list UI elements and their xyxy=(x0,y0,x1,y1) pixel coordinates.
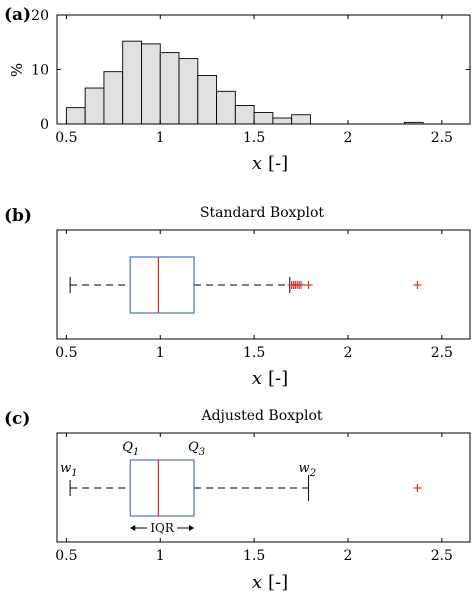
q1-label: Q1 xyxy=(122,440,139,458)
x-axis-unit-a: [-] xyxy=(268,153,288,174)
x-axis-unit-c: [-] xyxy=(268,572,288,593)
x-tick-label: 0.5 xyxy=(55,345,77,361)
standard-boxplot-panel: (b) Standard Boxplot 0.5 1 1.5 2 2.5 x [-] xyxy=(4,205,471,389)
x-ticks-c: 0.5 1 1.5 2 2.5 xyxy=(55,433,453,564)
histogram-bars xyxy=(65,40,424,125)
iqr-box xyxy=(129,459,195,517)
x-tick-label: 1.5 xyxy=(243,130,265,146)
histogram-panel: (a) % 0 10 20 0.5 1 1.5 2 2.5 x [-] xyxy=(4,5,471,174)
iqr-box xyxy=(129,256,195,314)
x-tick-label: 1 xyxy=(156,130,165,146)
histogram-bar xyxy=(65,107,86,125)
iqr-arrowhead-right xyxy=(189,525,195,531)
x-axis-label-c: x xyxy=(252,572,262,593)
y-tick-label: 0 xyxy=(40,117,49,133)
x-axis-label-b: x xyxy=(252,368,262,389)
x-tick-label: 1 xyxy=(156,548,165,564)
outlier-marker xyxy=(304,281,313,289)
x-tick-label: 1.5 xyxy=(243,345,265,361)
outlier-marker xyxy=(413,281,422,289)
iqr-arrowhead-left xyxy=(130,525,136,531)
y-axis-label: % xyxy=(8,63,26,77)
q3-label: Q3 xyxy=(188,440,205,458)
histogram-bar xyxy=(159,52,180,125)
y-tick-label: 20 xyxy=(31,8,49,24)
histogram-bar xyxy=(272,117,293,125)
boxplot-b xyxy=(69,256,422,314)
panel-title-c: Adjusted Boxplot xyxy=(200,408,322,424)
histogram-bar xyxy=(103,71,124,125)
panel-label-b: (b) xyxy=(4,206,32,226)
x-tick-label: 0.5 xyxy=(55,548,77,564)
x-tick-label: 2.5 xyxy=(431,345,453,361)
boxplot-annotations: w1 Q1 Q3 w2 IQR xyxy=(60,440,316,535)
y-ticks: 0 10 20 xyxy=(31,8,470,133)
boxplot-c xyxy=(69,459,422,517)
x-tick-label: 2.5 xyxy=(431,548,453,564)
histogram-bar xyxy=(84,87,105,125)
x-tick-label: 2 xyxy=(344,130,353,146)
histogram-bar xyxy=(253,112,274,125)
x-tick-label: 2 xyxy=(344,345,353,361)
x-tick-label: 2 xyxy=(344,548,353,564)
adjusted-boxplot-panel: (c) Adjusted Boxplot w1 Q1 Q3 w2 IQR 0.5 1 1.5… xyxy=(4,408,471,593)
histogram-bar xyxy=(291,114,311,125)
histogram-bar xyxy=(197,75,218,125)
y-tick-label: 10 xyxy=(31,63,49,79)
x-ticks-b: 0.5 1 1.5 2 2.5 xyxy=(55,230,453,361)
histogram-bar xyxy=(141,43,161,125)
x-tick-label: 1 xyxy=(156,345,165,361)
panel-label-a: (a) xyxy=(4,5,31,25)
plot-frame-c xyxy=(56,432,471,543)
x-tick-label: 0.5 xyxy=(55,130,77,146)
x-tick-label: 1.5 xyxy=(243,548,265,564)
panel-label-c: (c) xyxy=(4,409,30,429)
panel-title-b: Standard Boxplot xyxy=(200,205,324,221)
x-tick-label: 2.5 xyxy=(431,130,453,146)
w2-label: w2 xyxy=(299,461,317,479)
histogram-bar xyxy=(178,58,199,125)
x-axis-unit-b: [-] xyxy=(268,368,288,389)
x-ticks-a: 0.5 1 1.5 2 2.5 xyxy=(55,15,453,146)
outlier-marker xyxy=(297,281,306,289)
histogram-bar xyxy=(234,105,255,125)
iqr-label: IQR xyxy=(150,521,175,535)
w1-label: w1 xyxy=(60,461,78,479)
histogram-bar xyxy=(122,40,142,125)
x-axis-label-a: x xyxy=(252,153,262,174)
plot-frame-b xyxy=(56,229,471,340)
outlier-marker xyxy=(413,484,422,492)
histogram-bar xyxy=(216,90,236,125)
